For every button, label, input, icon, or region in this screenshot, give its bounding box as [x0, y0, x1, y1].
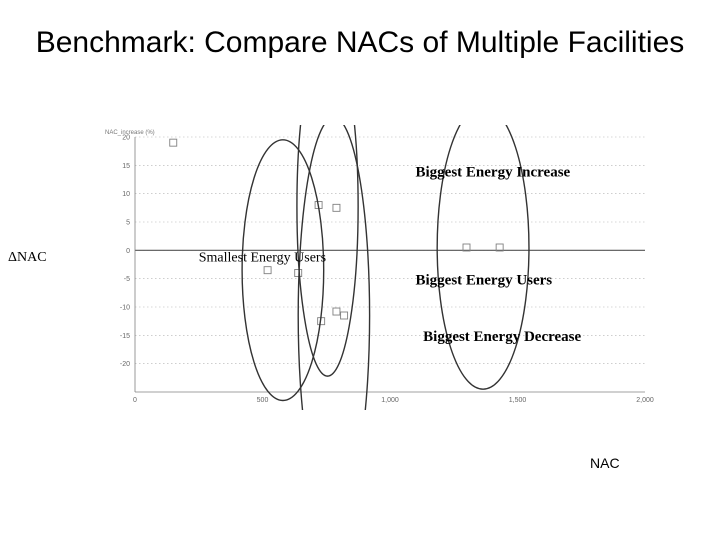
svg-text:1,000: 1,000	[381, 397, 399, 404]
svg-text:-15: -15	[120, 333, 130, 340]
y-axis-title: ΔNAC	[8, 250, 47, 266]
svg-text:Biggest Energy Decrease: Biggest Energy Decrease	[423, 329, 581, 345]
svg-text:0: 0	[133, 397, 137, 404]
svg-text:NAC_increase (%): NAC_increase (%)	[105, 130, 155, 136]
x-axis-title: NAC	[590, 455, 620, 471]
svg-text:-20: -20	[120, 361, 130, 368]
svg-text:-10: -10	[120, 305, 130, 312]
svg-text:1,500: 1,500	[509, 397, 527, 404]
svg-text:Biggest Energy Increase: Biggest Energy Increase	[416, 165, 571, 181]
svg-text:Biggest Energy Users: Biggest Energy Users	[416, 272, 553, 288]
scatter-chart: -20-15-10-50510152005001,0001,5002,000NA…	[100, 125, 660, 410]
svg-text:2,000: 2,000	[636, 397, 654, 404]
svg-text:-5: -5	[124, 276, 130, 283]
svg-text:10: 10	[122, 191, 130, 198]
svg-text:500: 500	[257, 397, 269, 404]
svg-text:15: 15	[122, 163, 130, 170]
svg-text:Smallest Energy Users: Smallest Energy Users	[199, 251, 326, 266]
svg-text:0: 0	[126, 248, 130, 255]
svg-text:5: 5	[126, 220, 130, 227]
slide-title: Benchmark: Compare NACs of Multiple Faci…	[0, 24, 720, 62]
